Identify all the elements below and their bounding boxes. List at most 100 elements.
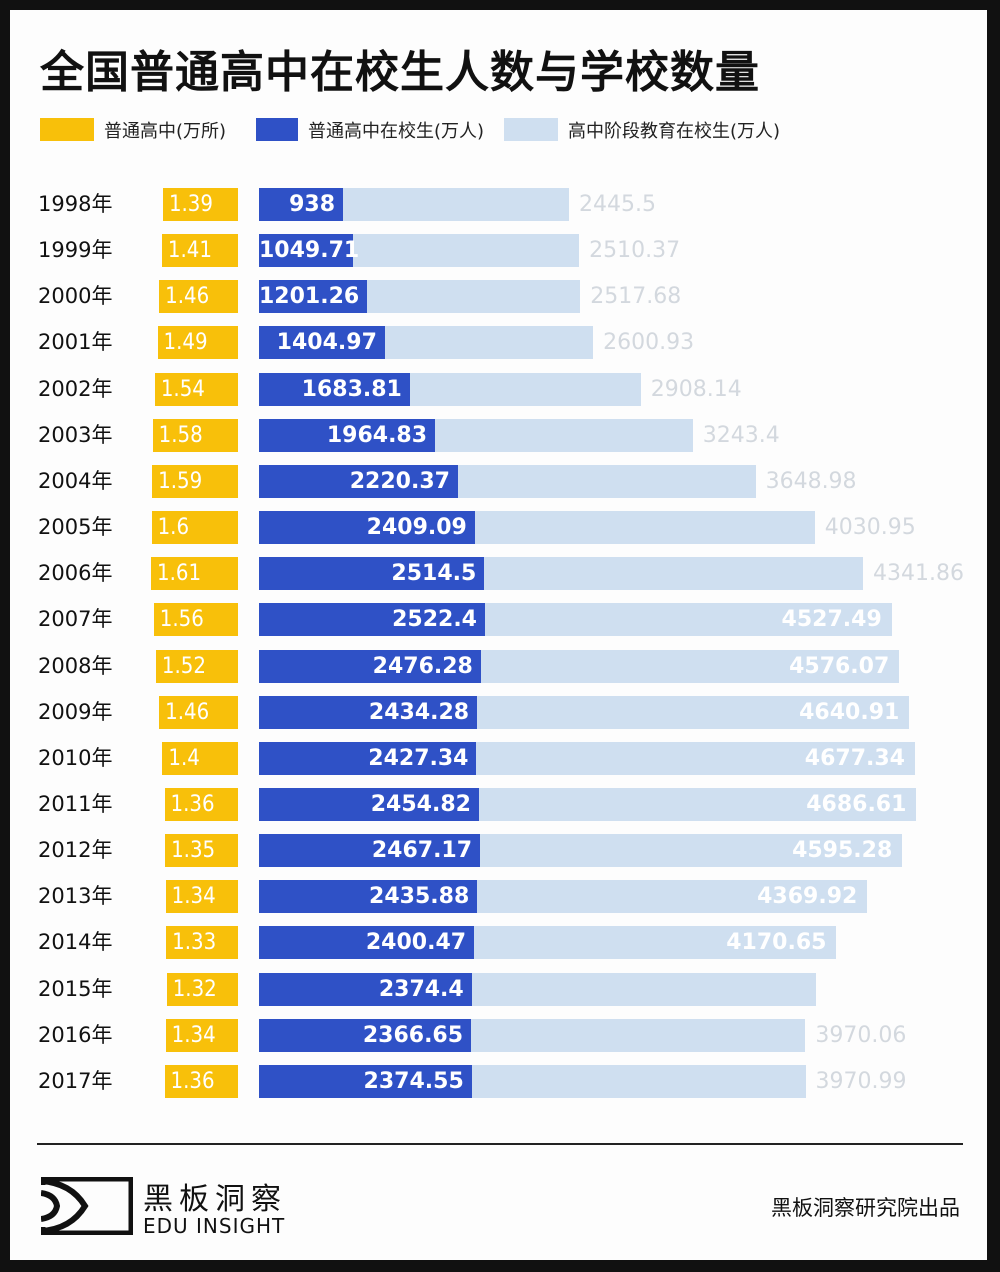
school-count-label: 1.34	[171, 1022, 216, 1048]
high-school-students-bar	[259, 280, 367, 314]
high-school-students-bar	[259, 972, 472, 1006]
school-count-label: 1.32	[172, 976, 217, 1002]
school-count-label: 1.36	[170, 791, 215, 817]
credit-text: 黑板洞察研究院出品	[771, 1196, 960, 1220]
school-count-label: 1.58	[158, 422, 203, 448]
senior-secondary-students-label: 4170.65	[726, 930, 827, 956]
senior-secondary-students-label: 3970.06	[815, 1022, 907, 1048]
school-count-bar	[159, 695, 238, 729]
school-count-bar	[166, 972, 238, 1006]
school-count-label: 1.41	[167, 238, 212, 264]
chart-title: 全国普通高中在校生人数与学校数量	[40, 47, 760, 98]
legend-swatch-light	[504, 118, 558, 141]
year-label: 1999年	[38, 238, 113, 263]
legend-item-schools: 普通高中(万所)	[40, 118, 227, 142]
school-count-bar	[165, 1018, 238, 1052]
high-school-students-label: 2400.47	[365, 930, 467, 956]
senior-secondary-students-label: 4640.91	[799, 699, 900, 725]
senior-secondary-students-label: 4341.86	[872, 561, 964, 587]
high-school-students-label: 2522.4	[392, 607, 477, 633]
senior-secondary-students-label: 2517.68	[590, 284, 682, 310]
high-school-students-label: 2374.4	[378, 976, 464, 1002]
high-school-students-label: 2476.28	[372, 653, 473, 679]
high-school-students-bar	[259, 511, 475, 545]
senior-secondary-students-label: 4677.34	[804, 745, 905, 771]
high-school-students-bar	[259, 787, 479, 821]
high-school-students-bar	[259, 926, 475, 960]
school-count-bar	[152, 464, 238, 498]
high-school-students-bar	[259, 834, 481, 868]
senior-secondary-students-label: 2510.37	[589, 238, 681, 264]
senior-secondary-students-label: 2600.93	[603, 330, 695, 356]
year-label: 2004年	[38, 468, 113, 493]
school-count-label: 1.54	[160, 376, 205, 402]
school-count-label: 1.56	[159, 607, 204, 633]
high-school-students-label: 938	[289, 192, 336, 217]
year-label: 2014年	[38, 930, 113, 955]
school-count-label: 1.33	[172, 930, 217, 956]
school-count-bar	[161, 234, 238, 268]
footer-divider	[37, 1143, 963, 1145]
high-school-students-label: 2220.37	[349, 468, 450, 494]
high-school-students-bar	[259, 1064, 472, 1098]
school-count-label: 1.39	[168, 192, 213, 217]
high-school-students-label: 2366.65	[362, 1022, 464, 1048]
school-count-bar	[164, 787, 238, 821]
school-count-label: 1.61	[157, 561, 202, 587]
edu-insight-logo-icon	[41, 1177, 133, 1235]
senior-secondary-students-label: 2908.14	[650, 376, 742, 402]
year-label: 2000年	[38, 284, 113, 309]
year-label: 2015年	[38, 976, 113, 1001]
legend-label: 普通高中在校生(万人)	[308, 120, 485, 142]
high-school-students-label: 2374.55	[363, 1068, 464, 1094]
school-count-label: 1.52	[161, 653, 206, 679]
school-count-label: 1.4	[168, 745, 200, 771]
school-count-bar	[157, 326, 238, 360]
senior-secondary-students-label: 4369.92	[757, 884, 858, 910]
school-count-label: 1.46	[165, 284, 210, 310]
school-count-label: 1.34	[171, 884, 216, 910]
year-label: 2001年	[38, 330, 113, 355]
school-count-label: 1.46	[165, 699, 210, 725]
legend-swatch-blue	[256, 118, 298, 141]
senior-secondary-students-label: 3970.99	[815, 1068, 907, 1094]
high-school-students-bar	[259, 326, 385, 360]
high-school-students-label: 2434.28	[368, 699, 470, 725]
brand-name-cn: 黑板洞察	[143, 1182, 287, 1217]
high-school-students-label: 2427.34	[368, 745, 469, 771]
high-school-students-label: 1964.83	[326, 422, 428, 448]
year-label: 2008年	[38, 653, 113, 678]
high-school-students-label: 2454.82	[370, 791, 471, 817]
legend-label: 普通高中(万所)	[104, 120, 227, 142]
year-label: 2002年	[38, 376, 113, 401]
high-school-students-bar	[259, 234, 354, 268]
senior-secondary-students-label: 2445.5	[579, 192, 657, 217]
senior-secondary-students-label: 3243.4	[702, 422, 780, 448]
school-count-bar	[152, 418, 238, 452]
senior-secondary-students-label: 4527.49	[781, 607, 882, 633]
year-label: 2016年	[38, 1022, 113, 1047]
high-school-students-label: 1201.26	[259, 284, 360, 310]
high-school-students-bar	[259, 695, 478, 729]
legend-item-students: 普通高中在校生(万人)	[256, 118, 485, 142]
year-label: 1998年	[38, 192, 113, 216]
school-count-label: 1.36	[170, 1068, 215, 1094]
senior-secondary-students-label: 4030.95	[824, 515, 916, 541]
year-label: 2011年	[38, 791, 113, 816]
year-label: 2013年	[38, 884, 113, 909]
school-count-bar	[153, 603, 238, 637]
high-school-students-bar	[259, 418, 436, 452]
high-school-students-bar	[259, 372, 410, 406]
school-count-bar	[165, 834, 238, 868]
school-count-bar	[151, 511, 238, 545]
year-label: 2012年	[38, 838, 113, 863]
school-count-bar	[162, 741, 238, 775]
senior-secondary-students-label: 4595.28	[792, 838, 893, 864]
senior-secondary-students-label: 4686.61	[806, 791, 907, 817]
high-school-students-label: 2514.5	[391, 561, 477, 587]
high-school-students-label: 1049.71	[259, 238, 360, 264]
year-label: 2010年	[38, 745, 113, 770]
high-school-students-bar	[259, 188, 344, 221]
high-school-students-bar	[259, 557, 485, 591]
high-school-students-label: 2435.88	[369, 884, 470, 910]
